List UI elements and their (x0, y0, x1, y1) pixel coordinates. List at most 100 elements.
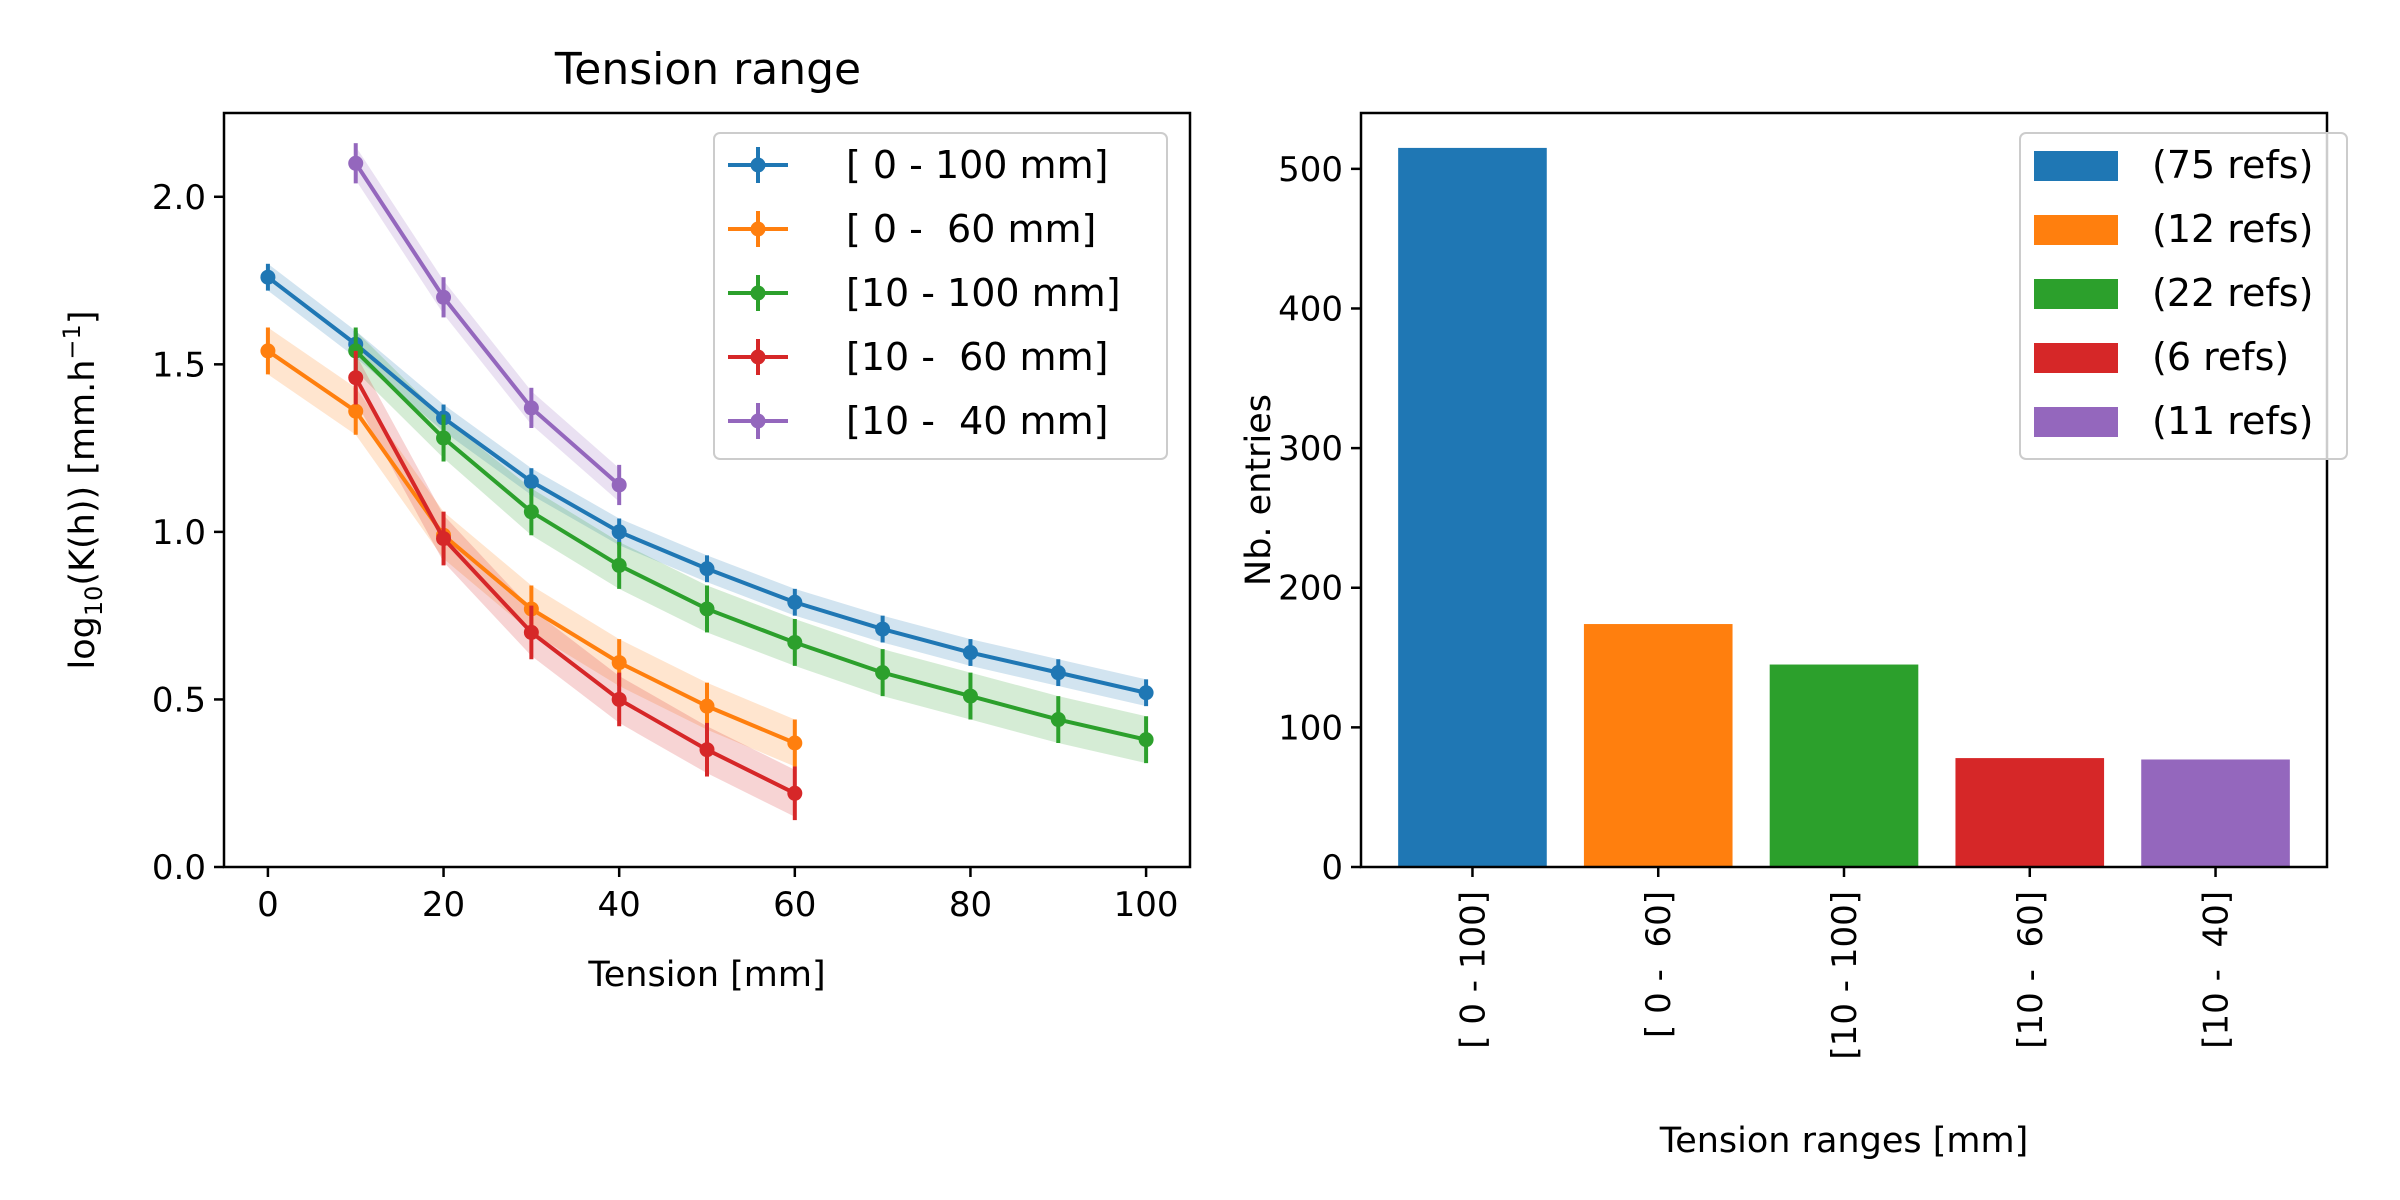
legend-swatch (2034, 151, 2118, 181)
legend-item-5: (11 refs) (2034, 399, 2313, 443)
data-point (787, 634, 803, 650)
series-lines (260, 143, 1154, 821)
bar-1 (1398, 147, 1547, 867)
series-line (354, 349, 1147, 742)
series-4 (348, 350, 803, 821)
data-point (787, 735, 803, 751)
y-tick-label: 1.0 (152, 513, 206, 553)
data-point (523, 504, 539, 520)
data-point (787, 785, 803, 801)
y-tick-label: 400 (1278, 289, 1343, 329)
bars (1398, 147, 2290, 867)
y-tick-label: 300 (1278, 429, 1343, 469)
legend-label: [ 0 - 60 mm] (846, 207, 1096, 251)
x-tick-label: [10 - 60] (2011, 891, 2051, 1049)
data-point (875, 665, 891, 681)
y-tick-label: 200 (1278, 569, 1343, 609)
data-point (348, 403, 364, 419)
chart2-legend: (75 refs) (12 refs) (22 refs) (6 refs) (11 r… (2019, 132, 2348, 460)
x-tick-label: 0 (257, 885, 279, 925)
x-axis-ticks: [ 0 - 100] [ 0 - 60] [10 - 100] [10 - 60] [1… (1453, 867, 2237, 1060)
legend-marker (750, 285, 766, 301)
legend-swatch (2034, 407, 2118, 437)
y-tick-label: 2.0 (152, 178, 206, 218)
data-point (523, 474, 539, 490)
chart1-y-axis-label: log10(K(h)) [mm.h−1] (58, 311, 108, 670)
data-point (523, 624, 539, 640)
legend-label: (11 refs) (2152, 399, 2313, 443)
data-point (611, 691, 627, 707)
x-tick-label: [ 0 - 60] (1639, 891, 1679, 1038)
data-point (875, 621, 891, 637)
x-tick-label: 80 (949, 885, 992, 925)
data-point (962, 645, 978, 661)
data-point (348, 155, 364, 171)
x-tick-label: 60 (773, 885, 816, 925)
data-point (699, 742, 715, 758)
data-point (523, 400, 539, 416)
legend-marker (750, 157, 766, 173)
data-point (611, 477, 627, 493)
legend-label: [ 0 - 100 mm] (846, 143, 1108, 187)
x-tick-label: 20 (422, 885, 465, 925)
bar-2 (1583, 624, 1733, 867)
chart1-legend: [ 0 - 100 mm] [ 0 - 60 mm] [10 - 100 mm] [1… (713, 132, 1168, 460)
series-3 (348, 327, 1154, 764)
legend-frame (2019, 132, 2348, 460)
data-point (611, 557, 627, 573)
bar-5 (2141, 759, 2290, 867)
legend-item-1: [ 0 - 100 mm] (728, 143, 1108, 187)
legend-frame (713, 132, 1168, 460)
x-tick-label: [ 0 - 100] (1453, 891, 1493, 1049)
series-line (353, 376, 796, 796)
legend-swatch (2034, 343, 2118, 373)
chart2-y-axis-label: Nb. entries (1239, 394, 1279, 586)
x-tick-label: 40 (598, 885, 641, 925)
y-tick-label: 0.0 (152, 848, 206, 888)
data-point (699, 698, 715, 714)
chart2-plot-frame (1359, 111, 2329, 869)
legend-label: (6 refs) (2152, 335, 2289, 379)
legend-item-1: (75 refs) (2034, 143, 2313, 187)
data-point (1050, 712, 1066, 728)
legend-item-2: (12 refs) (2034, 207, 2313, 251)
legend-label: (22 refs) (2152, 271, 2313, 315)
legend-label: [10 - 60 mm] (846, 335, 1108, 379)
x-tick-label: [10 - 40] (2197, 891, 2237, 1049)
data-point (611, 524, 627, 540)
y-tick-label: 0 (1321, 848, 1343, 888)
legend-label: (12 refs) (2152, 207, 2313, 251)
x-axis-ticks: 0 20 40 60 80 100 (257, 867, 1179, 925)
y-axis-ticks: 0.0 0.5 1.0 1.5 2.0 (152, 178, 224, 888)
band-series-5 (355, 146, 620, 502)
y-tick-label: 100 (1278, 708, 1343, 748)
chart1-x-axis-label: Tension [mm] (587, 955, 825, 995)
series-5 (348, 143, 627, 506)
legend-swatch (2034, 215, 2118, 245)
legend-item-4: [10 - 60 mm] (728, 335, 1108, 379)
legend-swatch (2034, 279, 2118, 309)
y-tick-label: 1.5 (152, 345, 206, 385)
legend-label: (75 refs) (2152, 143, 2313, 187)
chart2-x-axis-label: Tension ranges [mm] (1659, 1121, 2028, 1161)
legend-item-4: (6 refs) (2034, 335, 2289, 379)
y-tick-label: 500 (1278, 150, 1343, 190)
legend-label: [10 - 40 mm] (846, 399, 1108, 443)
bar-chart: [ 0 - 100] [ 0 - 60] [10 - 100] [10 - 60] [1… (1239, 111, 2348, 1161)
bar-4 (1955, 758, 2105, 867)
legend-item-2: [ 0 - 60 mm] (728, 207, 1096, 251)
data-point (260, 343, 276, 359)
legend-marker (750, 349, 766, 365)
legend-item-3: [10 - 100 mm] (728, 271, 1121, 315)
data-point (962, 688, 978, 704)
data-point (611, 655, 627, 671)
legend-item-5: [10 - 40 mm] (728, 399, 1108, 443)
line-chart: Tension range 0 20 40 60 80 100 0.0 0.5 1.0 1.5 2… (58, 44, 1192, 995)
data-point (1138, 732, 1154, 748)
data-point (787, 594, 803, 610)
chart1-title: Tension range (554, 44, 861, 95)
data-point (436, 289, 452, 305)
legend-marker (750, 221, 766, 237)
legend-label: [10 - 100 mm] (846, 271, 1121, 315)
